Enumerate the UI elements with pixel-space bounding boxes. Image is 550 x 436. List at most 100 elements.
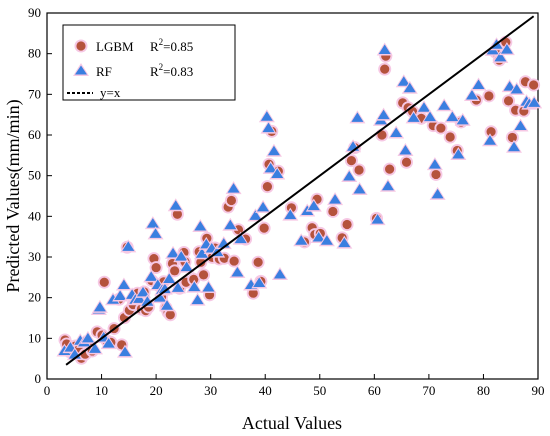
rf-point — [450, 147, 467, 161]
rf-point-marker — [510, 83, 523, 94]
rf-point — [165, 245, 182, 259]
x-tick-label: 40 — [259, 383, 272, 398]
rf-point — [397, 142, 414, 156]
rf-point-marker — [231, 266, 244, 277]
rf-point-marker — [264, 162, 277, 173]
rf-point — [79, 330, 96, 344]
y-axis-title: Predicted Values(mm/min) — [3, 99, 24, 292]
rf-point-marker — [260, 111, 273, 121]
rf-point-marker — [161, 300, 174, 310]
lgbm-point-marker — [401, 157, 412, 167]
legend-lgbm-r2-value: =0.85 — [163, 39, 193, 54]
rf-point — [167, 198, 184, 212]
rf-point — [498, 42, 515, 56]
legend-lgbm-r2-superscript: 2 — [159, 37, 164, 47]
rf-point — [222, 217, 239, 231]
rf-point-marker — [163, 273, 176, 283]
rf-point-marker — [377, 109, 390, 120]
rf-point-marker — [452, 149, 465, 159]
rf-point-marker — [102, 338, 115, 348]
lgbm-point — [443, 130, 457, 144]
legend: LGBM R2=0.85 RF R2=0.83 y=x — [62, 24, 236, 101]
rf-point-marker — [171, 282, 184, 292]
rf-point — [193, 246, 210, 260]
lgbm-point-marker — [507, 132, 517, 143]
lgbm-point-marker — [248, 288, 258, 298]
rf-point-marker — [500, 44, 513, 54]
data-points — [56, 35, 543, 365]
y-tick-label: 80 — [28, 46, 41, 61]
rf-point — [120, 239, 137, 253]
rf-point — [260, 120, 277, 134]
legend-lgbm-marker-core — [76, 41, 86, 51]
lgbm-point-marker — [385, 164, 395, 174]
rf-point — [470, 77, 487, 91]
rf-point — [169, 280, 186, 294]
rf-point — [310, 229, 327, 243]
rf-point — [265, 143, 282, 157]
rf-point-marker — [351, 112, 364, 122]
rf-point-marker — [227, 183, 240, 193]
rf-point — [444, 109, 461, 123]
lgbm-point-marker — [229, 256, 239, 266]
rf-point-marker — [483, 135, 496, 145]
lgbm-point-marker — [529, 80, 539, 90]
legend-lgbm-label: LGBM — [96, 39, 134, 54]
x-tick-label: 30 — [204, 383, 217, 398]
lgbm-point — [484, 125, 498, 139]
rf-point — [271, 266, 288, 280]
rf-point — [200, 280, 217, 293]
rf-point-marker — [320, 235, 333, 245]
rf-point — [526, 95, 543, 109]
rf-point-marker — [507, 141, 520, 152]
rf-point-marker — [122, 241, 135, 251]
rf-point-marker — [273, 268, 286, 279]
rf-point-marker — [456, 114, 469, 125]
x-tick-label: 50 — [313, 383, 326, 398]
rf-point — [508, 81, 525, 95]
rf-point — [375, 107, 392, 121]
rf-point-marker — [158, 283, 171, 294]
y-tick-label: 60 — [28, 127, 41, 142]
axis-ticks: 0 10 20 30 40 50 60 70 80 90 0 10 20 30 40 50 60 70 80 90 — [28, 5, 545, 398]
y-tick-label: 10 — [28, 330, 41, 345]
rf-point-marker — [284, 209, 297, 220]
lgbm-point-marker — [196, 257, 206, 267]
rf-point-marker — [169, 200, 182, 210]
legend-rf-r2: R2=0.83 — [150, 62, 193, 79]
lgbm-point — [505, 130, 519, 144]
x-tick-label: 0 — [44, 383, 51, 398]
rf-point — [143, 269, 160, 283]
lgbm-point-marker — [149, 254, 159, 264]
rf-point-marker — [397, 76, 410, 86]
legend-lgbm-r2-symbol: R — [150, 39, 159, 54]
rf-point-marker — [146, 218, 159, 228]
rf-point — [173, 249, 190, 263]
rf-point-marker — [175, 251, 188, 261]
rf-point-marker — [353, 183, 366, 194]
x-tick-label: 10 — [95, 383, 108, 398]
lgbm-point — [378, 62, 392, 76]
rf-point — [454, 112, 471, 126]
rf-point-marker — [194, 221, 207, 231]
legend-fit-line-label: y=x — [100, 85, 121, 100]
rf-point — [341, 168, 358, 182]
plot-area-frame — [46, 12, 539, 380]
rf-point-marker — [149, 228, 162, 238]
rf-point-marker — [417, 102, 430, 112]
rf-point-marker — [114, 290, 127, 301]
rf-point-marker — [390, 127, 403, 137]
rf-point-marker — [195, 248, 208, 258]
lgbm-point-marker — [486, 127, 496, 137]
rf-point — [255, 199, 272, 213]
rf-point — [91, 299, 108, 313]
legend-rf-label: RF — [96, 64, 112, 79]
lgbm-point — [168, 264, 182, 278]
rf-point — [269, 166, 286, 180]
lgbm-point-marker — [377, 130, 387, 140]
rf-point — [379, 178, 396, 192]
lgbm-point-marker — [151, 262, 161, 273]
rf-point-marker — [81, 332, 94, 343]
y-tick-label: 20 — [28, 290, 41, 305]
fit-line-group — [65, 15, 535, 366]
